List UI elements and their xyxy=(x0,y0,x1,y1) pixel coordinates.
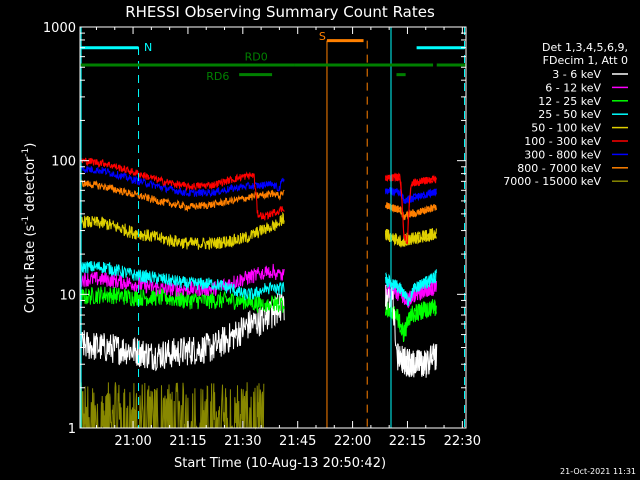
series-line xyxy=(263,263,285,281)
legend-label: 800 - 7000 keV xyxy=(517,162,601,175)
series-line xyxy=(385,202,437,221)
saa-label: S xyxy=(319,30,326,43)
x-tick-label: 21:00 xyxy=(114,434,151,449)
rd0-label: RD0 xyxy=(245,51,268,64)
y-axis-label-sup2: -1 xyxy=(21,148,31,157)
y-axis-ticks: 1 10 100 1000 xyxy=(43,21,466,437)
series-line xyxy=(385,279,437,308)
annotations: N S RD0 RD6 xyxy=(80,27,466,428)
chart-title: RHESSI Observing Summary Count Rates xyxy=(125,3,435,21)
x-tick-label: 22:15 xyxy=(389,434,426,449)
series-line xyxy=(263,292,285,330)
y-tick-label: 10 xyxy=(59,288,76,303)
series-line xyxy=(80,179,265,213)
series-line xyxy=(263,177,285,192)
series-line xyxy=(80,286,265,313)
x-axis-ticks: 21:00 21:15 21:30 21:45 22:00 22:15 22:30 xyxy=(95,27,481,449)
series-line xyxy=(80,261,264,301)
legend-header-line1: Det 1,3,4,5,6,9, xyxy=(542,41,628,54)
x-axis-label: Start Time (10-Aug-13 20:50:42) xyxy=(174,456,386,471)
legend-label: 25 - 50 keV xyxy=(538,108,601,121)
series-line xyxy=(264,295,285,313)
series-line xyxy=(263,281,285,296)
legend-header-line2: FDecim 1, Att 0 xyxy=(543,54,628,67)
plot-frame xyxy=(79,26,467,429)
night-label: N xyxy=(144,41,152,54)
series-line xyxy=(80,215,265,250)
y-tick-label: 1 xyxy=(68,422,76,437)
y-axis-label-sup1: -1 xyxy=(21,216,31,225)
series-line xyxy=(385,187,437,203)
timestamp: 21-Oct-2021 11:31 xyxy=(560,467,636,476)
legend-label: 6 - 12 keV xyxy=(545,81,601,94)
series-line xyxy=(385,172,437,245)
y-tick-label: 1000 xyxy=(43,21,76,36)
legend-label: 100 - 300 keV xyxy=(524,135,601,148)
legend-label: 12 - 25 keV xyxy=(538,95,601,108)
rd6-label: RD6 xyxy=(206,70,229,83)
y-axis-label-mid: detector xyxy=(23,156,38,216)
series-line xyxy=(263,206,285,221)
legend-label: 3 - 6 keV xyxy=(552,68,601,81)
x-tick-label: 22:00 xyxy=(334,434,371,449)
series-line xyxy=(263,189,285,201)
x-tick-label: 22:30 xyxy=(444,434,481,449)
x-tick-label: 21:15 xyxy=(169,434,206,449)
plot-area xyxy=(80,157,438,430)
series-line xyxy=(80,165,265,198)
y-axis-label-end: ) xyxy=(23,143,38,148)
y-axis-label-main: Count Rate (s xyxy=(23,225,38,314)
legend-label: 7000 - 15000 keV xyxy=(503,175,601,188)
plot-border xyxy=(79,26,467,429)
legend-label: 300 - 800 keV xyxy=(524,148,601,161)
series-line xyxy=(385,284,437,378)
x-tick-label: 21:45 xyxy=(279,434,316,449)
series-line xyxy=(385,270,437,307)
x-tick-label: 21:30 xyxy=(224,434,261,449)
legend: Det 1,3,4,5,6,9, FDecim 1, Att 0 3 - 6 k… xyxy=(503,41,628,188)
series-line xyxy=(263,211,285,235)
series-line xyxy=(385,228,437,248)
series-line xyxy=(80,157,265,220)
y-tick-label: 100 xyxy=(51,155,76,170)
legend-label: 50 - 100 keV xyxy=(531,122,601,135)
y-axis-label: Count Rate (s-1 detector-1) xyxy=(21,143,38,314)
series-line xyxy=(80,307,265,372)
